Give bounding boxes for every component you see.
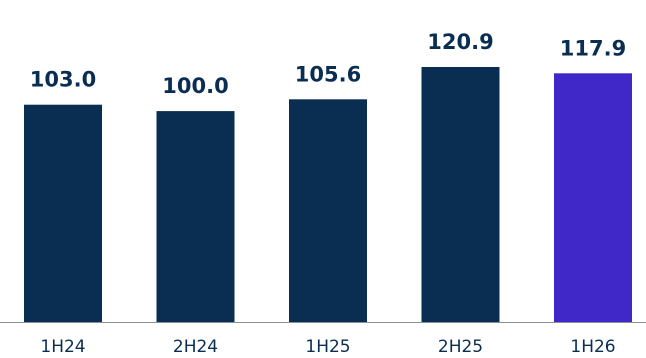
bar-2h25 <box>421 67 500 322</box>
bar-1h24 <box>24 104 102 322</box>
x-tick-label-1h24: 1H24 <box>40 337 85 357</box>
bars <box>24 67 632 323</box>
value-label-2h24: 100.0 <box>162 74 228 98</box>
value-label-1h24: 103.0 <box>30 68 96 92</box>
value-label-2h25: 120.9 <box>427 30 493 54</box>
x-tick-label-1h26: 1H26 <box>570 337 615 357</box>
x-tick-label-1h25: 1H25 <box>305 337 350 357</box>
bar-2h24 <box>156 111 235 322</box>
x-tick-label-2h24: 2H24 <box>173 337 218 357</box>
bar-1h25 <box>289 99 367 323</box>
value-labels: 103.0 100.0 105.6 120.9 117.9 <box>30 30 626 98</box>
x-tick-label-2h25: 2H25 <box>438 337 483 357</box>
value-label-1h26: 117.9 <box>560 36 626 60</box>
x-axis-tick-labels: 1H24 2H24 1H25 2H25 1H26 <box>40 337 615 357</box>
bar-1h26 <box>554 73 632 322</box>
value-label-1h25: 105.6 <box>295 62 361 86</box>
